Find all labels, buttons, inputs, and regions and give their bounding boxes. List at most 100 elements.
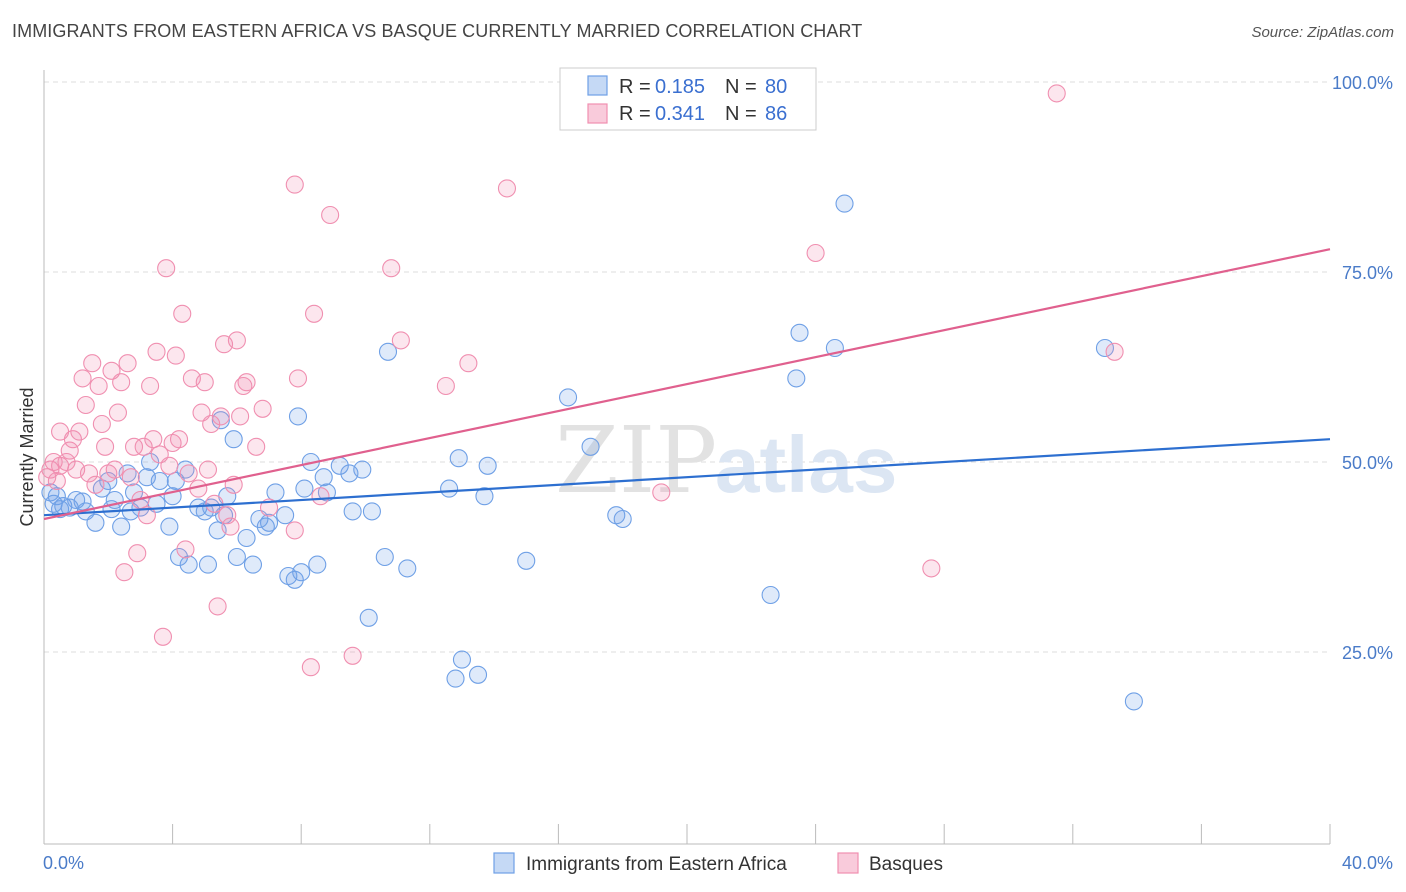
point-basques [134,437,153,456]
point-eastern-africa [266,483,285,502]
point-basques [1105,342,1124,361]
series-legend: Immigrants from Eastern Africa Basques [493,852,943,875]
point-basques [96,437,115,456]
point-eastern-africa [160,517,179,536]
watermark-zip: ZIP [555,407,717,514]
legend-swatch-eastern-africa [587,75,608,96]
point-basques [76,395,95,415]
point-eastern-africa [468,665,488,684]
point-basques [57,452,76,472]
point-eastern-africa [1124,692,1143,711]
point-eastern-africa [362,502,381,521]
point-basques [436,376,455,396]
y-tick-label: 50.0% [1342,453,1393,473]
point-basques [105,460,124,479]
point-basques [259,498,279,517]
point-basques [157,259,176,278]
point-basques [108,403,127,422]
point-eastern-africa [292,563,311,582]
point-eastern-africa [378,342,398,361]
trend-line-basques [43,248,1331,521]
chart-title: IMMIGRANTS FROM EASTERN AFRICA VS BASQUE… [12,21,863,41]
point-eastern-africa [835,194,854,213]
bottom-legend-swatch-eastern-africa [493,852,515,874]
point-eastern-africa [446,669,465,688]
point-eastern-africa [285,570,304,589]
point-basques [382,259,401,278]
source-credit: Source: ZipAtlas.com [1251,24,1394,41]
point-basques [169,430,189,449]
axes [43,70,1331,845]
point-basques [86,475,105,494]
point-eastern-africa [288,407,308,426]
legend-n-label: N = [725,76,757,98]
point-basques [47,471,66,491]
point-eastern-africa [295,479,314,498]
point-basques [301,658,320,677]
point-basques [221,517,240,536]
point-basques [247,437,266,456]
point-basques [141,376,160,396]
point-eastern-africa [343,502,362,521]
legend-r-label: R = [619,103,651,125]
point-eastern-africa [581,437,600,456]
point-eastern-africa [169,547,189,567]
point-eastern-africa [243,555,263,574]
point-basques [227,331,246,350]
point-basques [198,460,218,479]
bottom-legend-label-eastern-africa: Immigrants from Eastern Africa [526,854,787,875]
point-basques [391,331,410,350]
point-eastern-africa [375,547,394,567]
point-basques [137,506,156,525]
point-basques [60,441,79,460]
point-eastern-africa [141,452,160,472]
point-eastern-africa [787,369,806,388]
point-basques [1047,84,1066,103]
point-basques [70,422,89,441]
legend-n-value-basques: 86 [765,103,787,125]
point-eastern-africa [224,430,243,449]
point-eastern-africa [449,449,468,468]
point-basques [311,487,330,506]
point-basques [79,464,99,483]
gridlines [44,81,1330,653]
point-eastern-africa [452,650,472,669]
correlation-legend: R = 0.185 N = 80 R = 0.341 N = 86 [559,67,817,131]
y-tick-label: 100.0% [1332,73,1393,93]
point-eastern-africa [1095,338,1114,358]
point-basques [121,468,140,487]
x-tick-labels: 0.0% 40.0% [43,853,1393,873]
point-basques [459,354,478,373]
scatter-points [38,84,1143,711]
point-basques [124,437,144,456]
point-basques [179,464,198,483]
point-eastern-africa [227,547,246,567]
point-basques [147,342,166,361]
legend-r-value-eastern-africa: 0.185 [655,76,705,98]
point-eastern-africa [259,513,279,532]
point-basques [176,540,195,559]
point-eastern-africa [475,487,494,506]
point-basques [73,369,92,388]
point-basques [285,521,304,540]
x-tick-label: 40.0% [1342,853,1393,873]
point-basques [288,369,308,388]
point-basques [285,175,304,194]
point-basques [652,483,671,502]
point-eastern-africa [112,517,131,536]
point-eastern-africa [517,551,536,570]
point-basques [253,399,272,418]
bottom-legend-label-basques: Basques [869,854,943,875]
point-basques [173,304,192,323]
point-eastern-africa [613,509,632,529]
point-eastern-africa [398,559,417,578]
point-eastern-africa [308,555,327,574]
point-basques [208,597,227,616]
legend-n-label: N = [725,103,757,125]
legend-r-label: R = [619,76,651,98]
point-basques [218,506,237,525]
point-basques [231,407,250,426]
point-eastern-africa [198,555,218,574]
legend-swatch-basques [587,103,608,124]
